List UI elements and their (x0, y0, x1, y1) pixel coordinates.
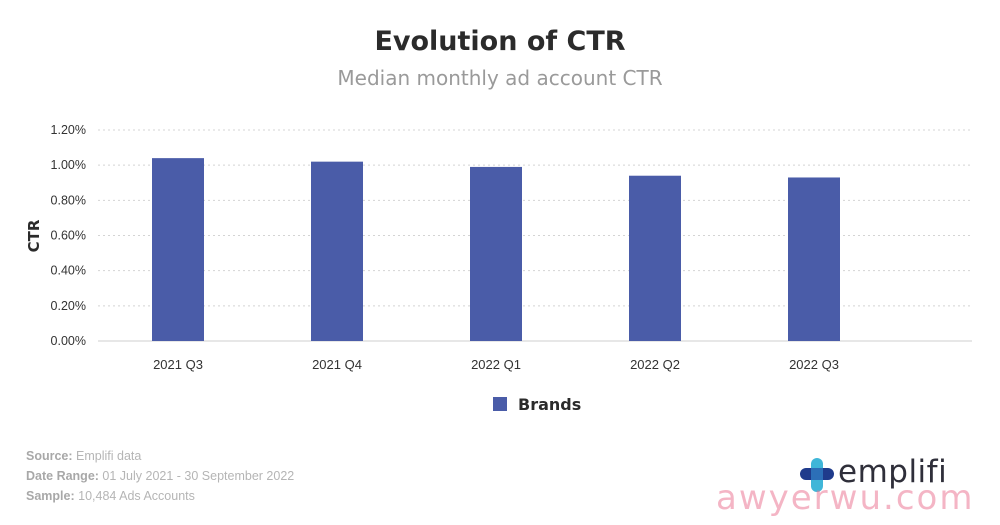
bar (629, 175, 681, 341)
y-tick-label: 0.40% (51, 264, 86, 278)
y-tick-label: 0.20% (51, 299, 86, 313)
x-tick-label: 2022 Q2 (630, 357, 680, 372)
bar (788, 177, 840, 341)
y-tick-label: 0.00% (51, 334, 86, 348)
emplifi-logo: emplifi (800, 454, 970, 494)
source-label: Source: (26, 449, 73, 463)
y-tick-label: 1.20% (51, 123, 86, 137)
watermark: awyerwu.com (716, 478, 975, 518)
x-tick-label: 2021 Q4 (312, 357, 362, 372)
sample-label: Sample: (26, 489, 75, 503)
x-tick-label: 2022 Q1 (471, 357, 521, 372)
bar (152, 158, 204, 341)
legend-swatch (493, 397, 507, 411)
legend-label: Brands (518, 395, 581, 414)
bar (470, 166, 522, 341)
footer-date-range: Date Range: 01 July 2021 - 30 September … (26, 466, 294, 486)
chart-footer: Source: Emplifi data Date Range: 01 July… (26, 446, 294, 506)
footer-sample: Sample: 10,484 Ads Accounts (26, 486, 294, 506)
logo-text: emplifi (838, 454, 948, 490)
date-range-value: 01 July 2021 - 30 September 2022 (102, 469, 295, 483)
chart-title: Evolution of CTR (374, 26, 626, 57)
chart-subtitle: Median monthly ad account CTR (337, 66, 663, 90)
x-tick-label: 2021 Q3 (153, 357, 203, 372)
y-tick-label: 0.60% (51, 229, 86, 243)
date-range-label: Date Range: (26, 469, 99, 483)
source-value: Emplifi data (76, 449, 142, 463)
y-tick-label: 0.80% (51, 193, 86, 207)
sample-value: 10,484 Ads Accounts (78, 489, 195, 503)
bar (311, 161, 363, 341)
bar-chart: 0.00% 0.20% 0.40% 0.60% 0.80% 1.00% 1.20% 2021 … (25, 123, 972, 414)
x-tick-label: 2022 Q3 (789, 357, 839, 372)
emplifi-cross-icon (800, 458, 834, 492)
footer-source: Source: Emplifi data (26, 446, 294, 466)
y-axis-label: CTR (25, 219, 43, 252)
y-tick-label: 1.00% (51, 158, 86, 172)
